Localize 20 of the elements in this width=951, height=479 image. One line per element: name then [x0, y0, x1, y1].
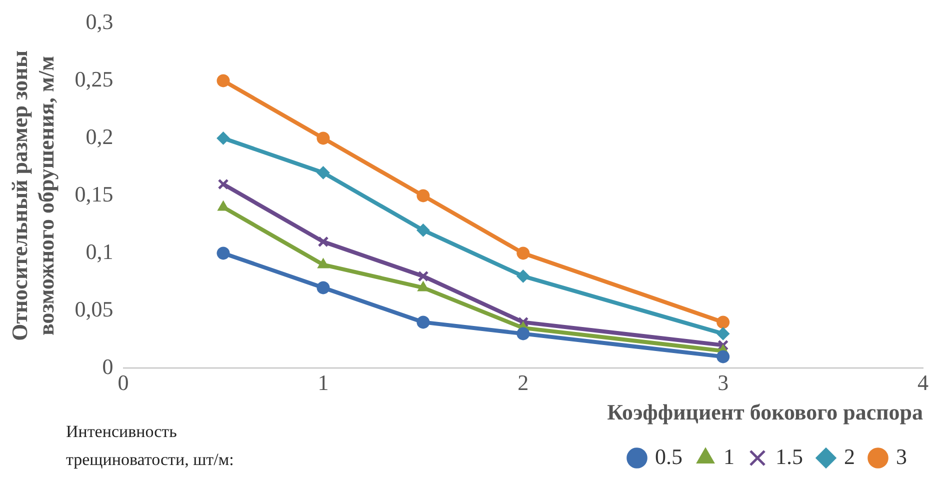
- y-tick-label: 0,05: [74, 296, 114, 322]
- legend-label: 1: [724, 444, 734, 469]
- x-tick-label: 1: [318, 370, 329, 396]
- y-tick-label: 0,25: [74, 66, 114, 92]
- legend-label: 2: [844, 444, 855, 469]
- x-tick-label: 3: [718, 370, 729, 396]
- x-tick-label: 0: [118, 370, 129, 396]
- legend-label: 1.5: [776, 444, 803, 469]
- y-axis-title: Относительный размер зоны возможного обрушения, м/м: [6, 50, 58, 341]
- y-tick-label: 0,1: [86, 238, 114, 264]
- legend-title: Интенсивность трещиноватости, шт/м:: [66, 421, 235, 471]
- x-tick-label: 2: [518, 370, 529, 396]
- y-tick-label: 0,2: [86, 124, 114, 149]
- x-axis-title: Коэффициент бокового распора: [607, 399, 923, 424]
- y-tick-label: 0: [102, 354, 114, 379]
- legend-label: 0.5: [655, 444, 682, 469]
- y-tick-label: 0,15: [74, 181, 114, 206]
- y-tick-label: 0,3: [86, 8, 114, 34]
- legend-label: 3: [896, 444, 907, 469]
- x-tick-label: 4: [918, 370, 928, 396]
